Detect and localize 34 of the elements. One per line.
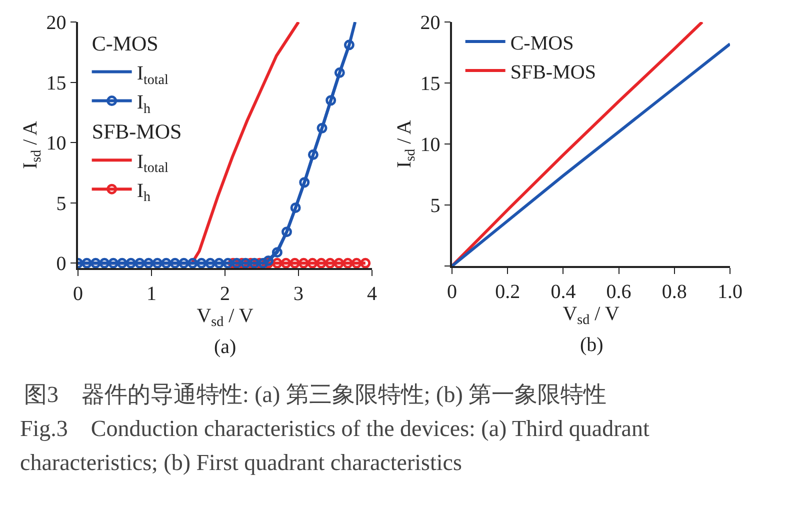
x-tick-label: 1.0: [718, 280, 742, 303]
x-tick-label: 0: [73, 282, 83, 305]
y-tick-label: 15: [420, 73, 440, 95]
x-tick-label: 0.8: [662, 280, 687, 303]
legend-label: I$_{total}$: [136, 62, 168, 88]
x-tick-label: 0.6: [606, 280, 632, 303]
x-tick-label: 1: [146, 282, 156, 305]
annotation: SFB-MOS: [92, 120, 182, 144]
y-tick-label: 10: [420, 134, 440, 156]
text: (b): [580, 334, 604, 356]
y-tick-label: 15: [46, 72, 66, 94]
annotation: C-MOS: [92, 31, 158, 56]
y-tick-label: 20: [420, 12, 440, 34]
x-tick-label: 0.2: [495, 280, 520, 303]
y-tick-label: 20: [46, 12, 66, 34]
y-tick-label: 5: [430, 195, 440, 217]
text: (a): [214, 336, 236, 358]
x-tick-label: 0.4: [550, 280, 576, 303]
x-tick-label: 4: [367, 282, 377, 305]
x-tick-label: 2: [220, 282, 230, 305]
legend-label: I$_{total}$: [136, 150, 168, 176]
x-axis-title: V$_{sd}$ / V: [562, 302, 620, 328]
caption: 图3 器件的导通特性: (a) 第三象限特性; (b) 第一象限特性: [23, 381, 608, 409]
x-tick-label: 0: [447, 280, 457, 303]
y-tick-label: 0: [56, 253, 66, 276]
caption: Fig.3 Conduction characteristics of the devices: (a) Third quadrant characteristics; (b) First quadrant characteristics: [20, 415, 650, 477]
x-axis-title: V$_{sd}$ / V: [196, 304, 254, 330]
legend-label: SFB-MOS: [510, 61, 596, 84]
legend-label: I$_{h}$: [136, 180, 150, 206]
legend-label: C-MOS: [510, 32, 574, 54]
legend-label: I$_{h}$: [136, 92, 150, 117]
x-tick-label: 3: [294, 282, 304, 305]
y-tick-label: 5: [56, 192, 66, 215]
y-tick-label: 10: [46, 132, 66, 155]
